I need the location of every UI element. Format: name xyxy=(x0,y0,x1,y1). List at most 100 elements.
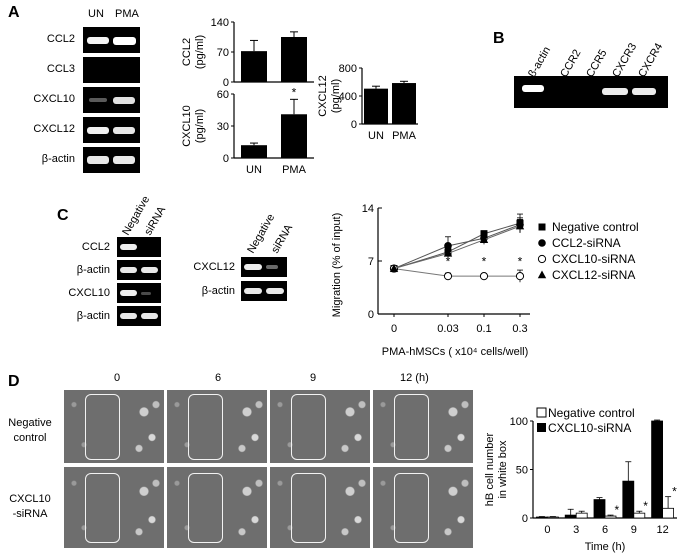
c-xtick-label: 0.03 xyxy=(437,323,458,335)
A-CXCL10-ylabel: CXCL10(pg/ml) xyxy=(181,105,206,147)
gel-c2-bactin xyxy=(241,281,287,301)
d-bar-negative-control xyxy=(662,507,675,519)
gel-a-ccl2 xyxy=(83,27,140,53)
gel-c1-lane-labels: Negative siRNA xyxy=(120,194,168,238)
gel-a-lane-un: UN xyxy=(88,8,104,20)
c-legend-label-cxcl12-sirna: CXCL12-siRNA xyxy=(552,268,635,282)
d-ytick-label: 50 xyxy=(516,465,528,477)
A-CCL2-ytick-label: 70 xyxy=(217,47,229,59)
c-xlabel: PMA-hMSCs ( x10⁴ cells/well) xyxy=(382,346,529,358)
c-point-cxcl12-sirna xyxy=(389,264,399,272)
A-CXCL10-significance: * xyxy=(292,85,297,99)
A-CXCL12-ytick-label: 400 xyxy=(339,91,357,103)
c-significance: * xyxy=(482,255,487,269)
d-legend-marker-negative-control xyxy=(536,407,547,418)
gel-a-label-bactin: β-actin xyxy=(41,153,75,165)
micrograph-control-0h xyxy=(64,390,164,463)
d-bar-cxcl10-sirna xyxy=(536,516,548,519)
gel-c2-cxcl12 xyxy=(241,257,287,277)
d-bar-cxcl10-sirna xyxy=(564,514,577,519)
c-line-cxcl10-sirna xyxy=(393,268,520,277)
d-bar-negative-control xyxy=(575,512,588,519)
c-ytick-label: 0 xyxy=(368,309,374,321)
gel-b-lane-labels: β-actin CCR2 CCR5 CXCR3 CXCR4 xyxy=(526,41,665,80)
c-line-negative-control xyxy=(393,222,521,270)
d-legend-marker-cxcl10-sirna xyxy=(537,423,546,432)
gel-b-lane-bactin: β-actin xyxy=(526,45,553,80)
time-label-9: 9 xyxy=(310,372,317,384)
gel-b xyxy=(514,76,668,108)
d-legend-label-negative-control: Negative control xyxy=(548,406,635,420)
c-xtick-label: 0 xyxy=(391,323,397,335)
gel-c2-label-cxcl12: CXCL12 xyxy=(193,261,235,273)
A-CXCL10-bar-un xyxy=(241,145,267,158)
panel-d-cell-chart: 0 50 100 0 3 6 9 12 * * * Time (h) hB cell numberin … xyxy=(484,406,677,553)
c-ylabel: Migration (% of input) xyxy=(331,213,343,318)
d-xtick-label: 9 xyxy=(631,524,637,536)
gel-a-lane-pma: PMA xyxy=(115,8,139,20)
A-CCL2-ytick-label: 0 xyxy=(223,77,229,89)
d-bar-cxcl10-sirna xyxy=(622,480,635,519)
time-label-6: 6 xyxy=(215,372,222,384)
A-CXCL10-bar-pma xyxy=(281,114,307,158)
c-legend-marker-ccl2-sirna xyxy=(538,239,546,247)
d-significance: * xyxy=(643,499,648,513)
A-CXCL10-ytick-label: 30 xyxy=(217,121,229,133)
micrograph-sirna-0h xyxy=(64,467,164,548)
gel-c2-label-bactin: β-actin xyxy=(201,285,235,297)
panel-c-migration-chart: 0 7 14 0 0.03 0.1 0.3 PMA-hMSCs ( x10⁴ cells/we… xyxy=(331,203,639,358)
A-CXCL12-ytick-label: 0 xyxy=(351,119,357,131)
gel-a-label-ccl2: CCL2 xyxy=(46,33,75,45)
row-label-cxcl10-sirna: CXCL10 -siRNA xyxy=(9,493,51,520)
c-line-ccl2-sirna xyxy=(393,224,521,270)
d-significance: * xyxy=(615,503,620,517)
A-CXCL12-ytick-label: 800 xyxy=(339,63,357,75)
time-label-12h: 12 (h) xyxy=(400,372,429,384)
gel-a-label-cxcl10: CXCL10 xyxy=(33,93,75,105)
micrograph-sirna-6h xyxy=(167,467,267,548)
panel-a-charts: 0 70 140 CCL2(pg/ml) 0 30 60 UN PMA * CXCL10(pg/ml… xyxy=(181,17,418,176)
gel-b-lane-ccr2: CCR2 xyxy=(558,48,583,80)
A-CXCL12-bar-un xyxy=(364,88,388,124)
panel-letter-a: A xyxy=(8,4,20,21)
panel-letter-b: B xyxy=(493,30,505,47)
c-point-cxcl12-sirna xyxy=(443,248,453,257)
gel-c1-label-ccl2: CCL2 xyxy=(81,241,110,253)
A-CCL2-bar-un xyxy=(241,51,267,82)
micrograph-sirna-9h xyxy=(270,467,370,548)
micrograph-control-6h xyxy=(167,390,267,463)
c-ytick-label: 7 xyxy=(368,256,374,268)
d-ytick-label: 0 xyxy=(522,513,528,525)
c-xtick-label: 0.1 xyxy=(476,323,491,335)
c-significance: * xyxy=(446,255,451,269)
d-bar-cxcl10-sirna xyxy=(651,420,664,519)
d-ylabel: hB cell numberin white box xyxy=(484,432,509,506)
gel-c1-label-bactin-1: β-actin xyxy=(76,264,110,276)
c-point-cxcl12-sirna xyxy=(515,221,525,230)
panel-letter-c: C xyxy=(57,207,69,224)
gel-b-lane-cxcr3: CXCR3 xyxy=(610,41,639,79)
gel-c1-ccl2 xyxy=(117,237,161,257)
c-legend-label-negative-control: Negative control xyxy=(552,220,639,234)
c-point-negative-control xyxy=(480,230,488,238)
d-ytick-label: 100 xyxy=(510,416,528,428)
A-CXCL10-ytick-label: 60 xyxy=(217,89,229,101)
micrograph-control-12h xyxy=(373,390,473,463)
c-point-cxcl10-sirna xyxy=(443,272,453,281)
A-CXCL10-ytick-label: 0 xyxy=(223,153,229,165)
d-significance: * xyxy=(672,485,677,499)
gel-c1-label-cxcl10: CXCL10 xyxy=(68,287,110,299)
A-CCL2-bar-pma xyxy=(281,37,307,82)
gel-c2-lane-labels: Negative siRNA xyxy=(245,212,295,256)
c-legend-marker-negative-control xyxy=(538,223,546,231)
c-significance: * xyxy=(518,255,523,269)
gel-c1-bactin-2 xyxy=(117,306,161,326)
gel-a-cxcl10 xyxy=(83,87,140,113)
c-xtick-label: 0.3 xyxy=(512,323,527,335)
A-CXCL10-xtick-label-un: UN xyxy=(246,164,262,176)
c-point-cxcl12-sirna xyxy=(479,235,489,243)
A-CCL2-ylabel: CCL2(pg/ml) xyxy=(181,35,206,69)
A-CXCL12-bar-pma xyxy=(392,83,416,124)
panel-letter-d: D xyxy=(8,373,20,390)
d-xtick-label: 0 xyxy=(544,524,550,536)
